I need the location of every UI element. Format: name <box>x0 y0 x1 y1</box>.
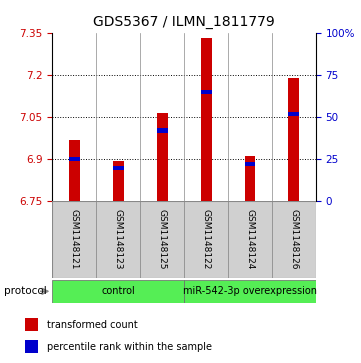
Title: GDS5367 / ILMN_1811779: GDS5367 / ILMN_1811779 <box>93 15 275 29</box>
Bar <box>52 280 184 303</box>
Bar <box>201 38 212 201</box>
Text: GSM1148121: GSM1148121 <box>70 209 79 270</box>
Text: percentile rank within the sample: percentile rank within the sample <box>47 342 212 352</box>
Bar <box>157 129 168 133</box>
Bar <box>228 201 272 278</box>
Text: miR-542-3p overexpression: miR-542-3p overexpression <box>183 286 317 296</box>
Text: control: control <box>101 286 135 296</box>
Bar <box>184 280 316 303</box>
Text: transformed count: transformed count <box>47 320 138 330</box>
Bar <box>244 162 256 167</box>
Bar <box>69 139 80 201</box>
Bar <box>184 201 228 278</box>
Bar <box>69 157 80 162</box>
Bar <box>25 318 38 331</box>
Text: GSM1148126: GSM1148126 <box>290 209 299 270</box>
Text: protocol: protocol <box>4 286 46 296</box>
Bar <box>113 161 124 201</box>
Bar <box>157 113 168 201</box>
Bar <box>201 90 212 94</box>
Bar <box>140 201 184 278</box>
Bar <box>96 201 140 278</box>
Bar <box>25 340 38 353</box>
Bar <box>52 201 96 278</box>
Bar <box>244 156 256 201</box>
Text: GSM1148125: GSM1148125 <box>158 209 167 270</box>
Bar <box>288 111 299 116</box>
Bar <box>113 166 124 170</box>
Bar <box>272 201 316 278</box>
Bar <box>288 78 299 201</box>
Text: GSM1148124: GSM1148124 <box>245 209 255 270</box>
Text: GSM1148122: GSM1148122 <box>201 209 210 270</box>
Text: GSM1148123: GSM1148123 <box>114 209 123 270</box>
